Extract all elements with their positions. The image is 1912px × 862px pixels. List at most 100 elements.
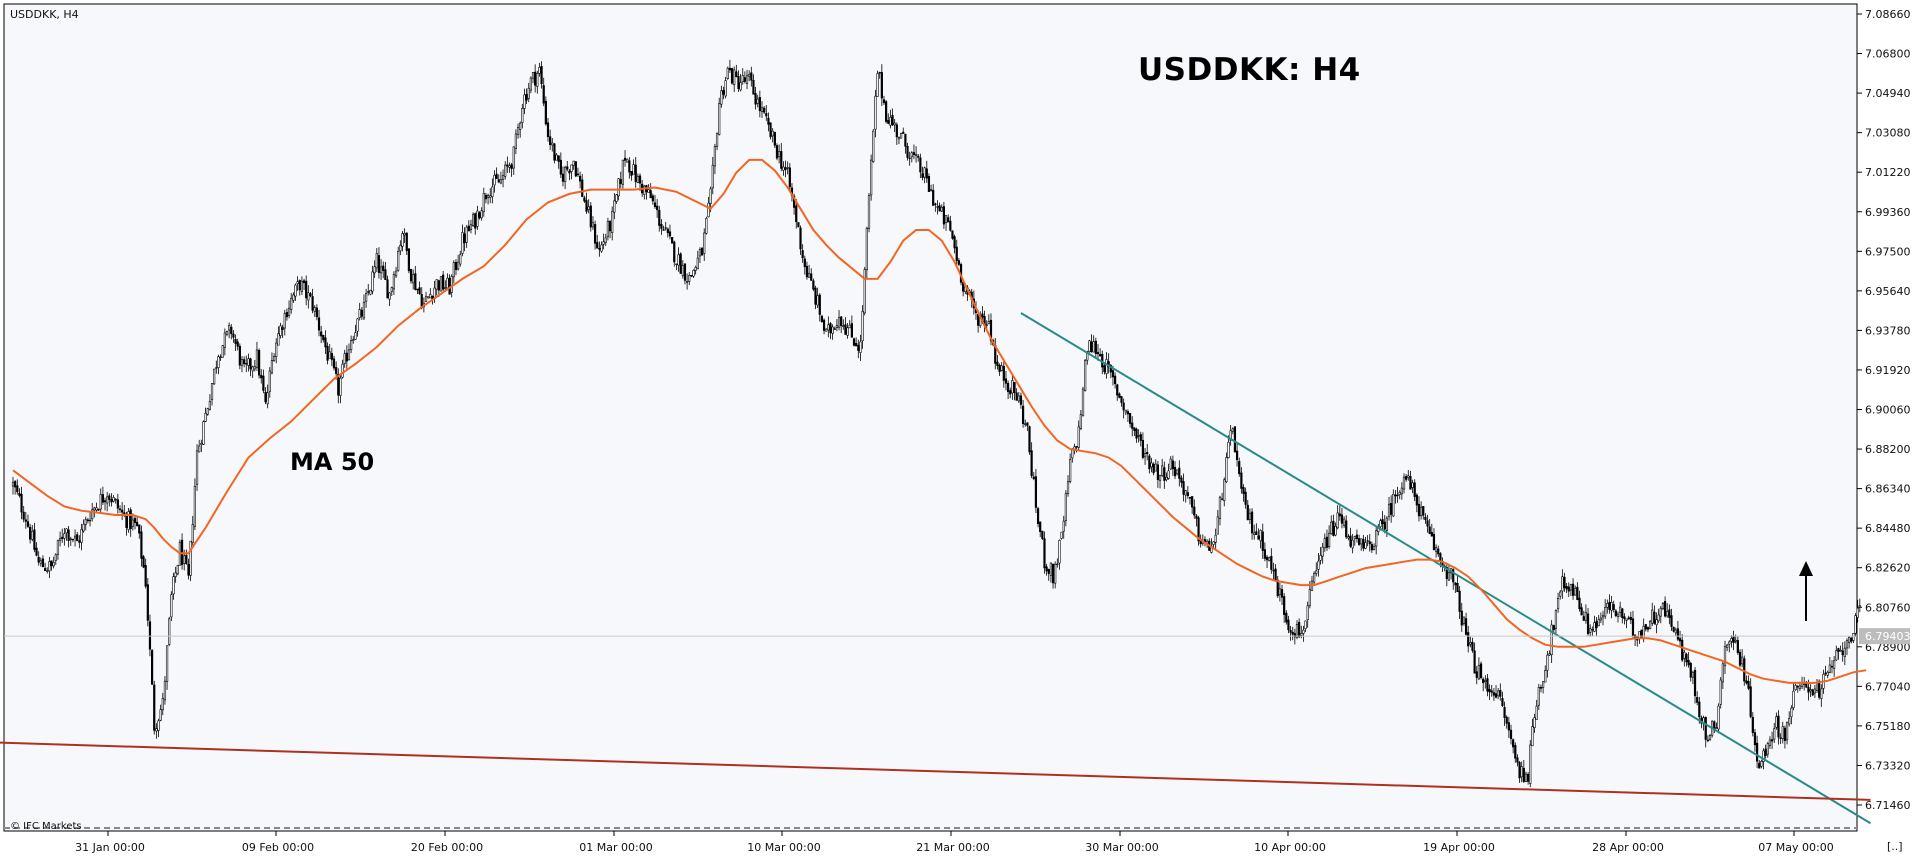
candle-body (183, 555, 186, 564)
y-tick-label: 6.93780 (1865, 324, 1911, 337)
candle-body (270, 360, 274, 374)
candle-body (619, 179, 622, 185)
candle-body (1704, 717, 1707, 740)
candle-body (1188, 496, 1192, 499)
candle-body (1064, 493, 1067, 521)
candle-body (193, 485, 197, 527)
candle-body (16, 485, 19, 493)
support-line (0, 741, 1871, 801)
x-tick-label: 10 Apr 00:00 (1254, 841, 1326, 854)
candle-body (163, 680, 167, 701)
candle-body (484, 194, 488, 200)
candle-body (1649, 620, 1652, 630)
candle-body (1601, 615, 1605, 618)
candle-body (1638, 631, 1641, 639)
candle-body (754, 93, 757, 105)
candle-body (114, 498, 117, 501)
candle-body (392, 274, 396, 290)
candle-body (435, 279, 438, 290)
candle-body (613, 200, 616, 213)
candle-body (1681, 639, 1684, 661)
candle-body (56, 539, 60, 555)
candle-body (1537, 687, 1540, 706)
candle-body (1850, 637, 1853, 642)
y-tick-label: 6.95640 (1865, 285, 1911, 298)
candle-body (1045, 566, 1048, 572)
candle-body (1689, 663, 1692, 678)
candle-body (136, 521, 139, 527)
candle-body (743, 77, 746, 82)
candle-body (1385, 517, 1388, 531)
candle-body (313, 307, 316, 312)
candle-body (737, 75, 740, 89)
candle-body (519, 122, 522, 130)
candle-body (848, 324, 851, 329)
candle-body (157, 720, 160, 731)
candle-body (1182, 481, 1185, 495)
y-tick-label: 6.91920 (1865, 364, 1911, 377)
candle-body (84, 519, 87, 525)
candle-body (1379, 520, 1382, 528)
candle-body (1143, 453, 1147, 458)
candle-body (221, 345, 224, 358)
candle-body (1353, 536, 1356, 539)
candle-body (668, 231, 672, 237)
candle-body (1161, 465, 1164, 476)
candle-body (1197, 517, 1200, 542)
candle-body (553, 143, 556, 161)
candle-body (195, 450, 199, 485)
candle-body (1668, 609, 1671, 618)
candle-body (1582, 616, 1585, 621)
candle-body (696, 257, 699, 270)
candle-body (1527, 774, 1530, 782)
candle-body (750, 72, 753, 81)
candle-body (1719, 679, 1722, 705)
candle-body (283, 313, 286, 329)
candle-body (1340, 514, 1344, 524)
candle-body (388, 292, 391, 300)
candle-body (829, 323, 832, 334)
candle-body (632, 164, 635, 175)
x-tick-label: 10 Mar 00:00 (747, 841, 820, 854)
candle-body (1781, 726, 1784, 739)
y-axis: 7.08660 7.06800 7.04940 7.03080 7.01220 6.993… (1857, 8, 1911, 812)
candle-body (630, 171, 633, 176)
candle-body (617, 178, 620, 197)
candle-body (1400, 487, 1403, 495)
candle-body (1165, 477, 1168, 480)
candle-body (514, 133, 517, 149)
candle-body (1813, 688, 1816, 694)
candle-body (525, 93, 528, 101)
candle-body (1167, 470, 1170, 479)
candle-body (818, 294, 821, 315)
candle-body (1848, 636, 1851, 643)
candle-body (315, 307, 318, 318)
candle-body (1184, 490, 1187, 496)
candle-body (1238, 460, 1241, 475)
candle-body (1375, 530, 1378, 547)
candle-body (745, 75, 749, 84)
candle-body (1223, 479, 1226, 501)
corner-button[interactable]: [..] (1887, 840, 1903, 853)
y-tick-label: 7.04940 (1865, 87, 1911, 100)
candle-body (895, 124, 898, 138)
candle-body (148, 621, 152, 650)
candle-body (234, 338, 237, 344)
candle-body (566, 166, 569, 170)
candle-body (1837, 648, 1840, 652)
candle-body (1571, 583, 1575, 596)
candle-body (850, 323, 853, 338)
candle-body (1148, 455, 1151, 470)
candle-body (870, 159, 873, 196)
candle-body (867, 195, 871, 229)
candle-body (1227, 441, 1230, 458)
chart-title: USDDKK: H4 (1138, 52, 1361, 88)
candle-body (1124, 409, 1127, 413)
up-arrow-icon (1799, 561, 1813, 621)
candle-body (78, 540, 81, 543)
candle-body (69, 538, 72, 540)
candle-body (634, 164, 637, 183)
candle-body (1011, 380, 1014, 394)
candle-body (1696, 697, 1699, 703)
y-tick-label: 6.97500 (1865, 245, 1911, 258)
